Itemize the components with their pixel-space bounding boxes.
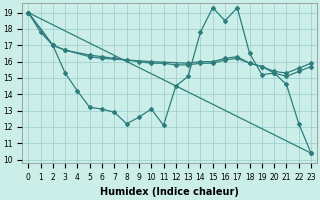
X-axis label: Humidex (Indice chaleur): Humidex (Indice chaleur): [100, 187, 239, 197]
